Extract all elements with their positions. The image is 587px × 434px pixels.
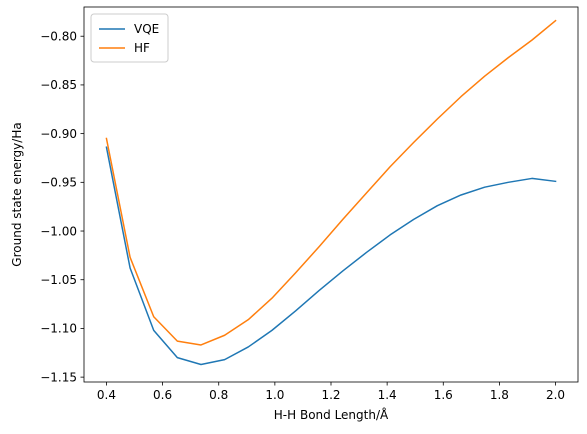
- y-tick-label: −1.10: [40, 322, 77, 336]
- legend: VQE HF: [90, 13, 169, 63]
- x-tick-label: 1.2: [321, 388, 340, 402]
- y-tick-label: −1.05: [40, 273, 77, 287]
- x-tick-label: 1.4: [378, 388, 397, 402]
- x-tick-label: 0.8: [209, 388, 228, 402]
- y-tick-label: −0.95: [40, 176, 77, 190]
- series-layer: [105, 19, 557, 366]
- x-tick-label: 1.0: [265, 388, 284, 402]
- y-tick-label: −1.00: [40, 224, 77, 238]
- x-axis-label: H-H Bond Length/Å: [274, 407, 389, 422]
- y-tick-label: −0.80: [40, 30, 77, 44]
- y-tick-label: −1.15: [40, 370, 77, 384]
- plot-frame: [83, 6, 579, 383]
- x-tick-label: 0.4: [97, 388, 116, 402]
- y-axis-label: Ground state energy/Ha: [10, 122, 24, 266]
- x-axis-ticks: 0.4 0.6 0.8 1.0 1.2 1.4 1.6 1.8 2.0: [97, 382, 565, 402]
- legend-box: [90, 13, 169, 63]
- x-tick-label: 1.6: [434, 388, 453, 402]
- x-tick-label: 0.6: [153, 388, 172, 402]
- y-axis-ticks: −1.15 −1.10 −1.05 −1.00 −0.95 −0.90 −0.85 −0.80: [40, 30, 84, 384]
- y-tick-label: −0.85: [40, 78, 77, 92]
- x-tick-label: 2.0: [546, 388, 565, 402]
- x-tick-label: 1.8: [490, 388, 509, 402]
- legend-label-hf: HF: [134, 41, 150, 55]
- series-line-hf: [105, 19, 557, 346]
- plot-area: [84, 7, 578, 382]
- legend-label-vqe: VQE: [134, 22, 159, 36]
- series-line-vqe: [105, 146, 557, 366]
- y-tick-label: −0.90: [40, 127, 77, 141]
